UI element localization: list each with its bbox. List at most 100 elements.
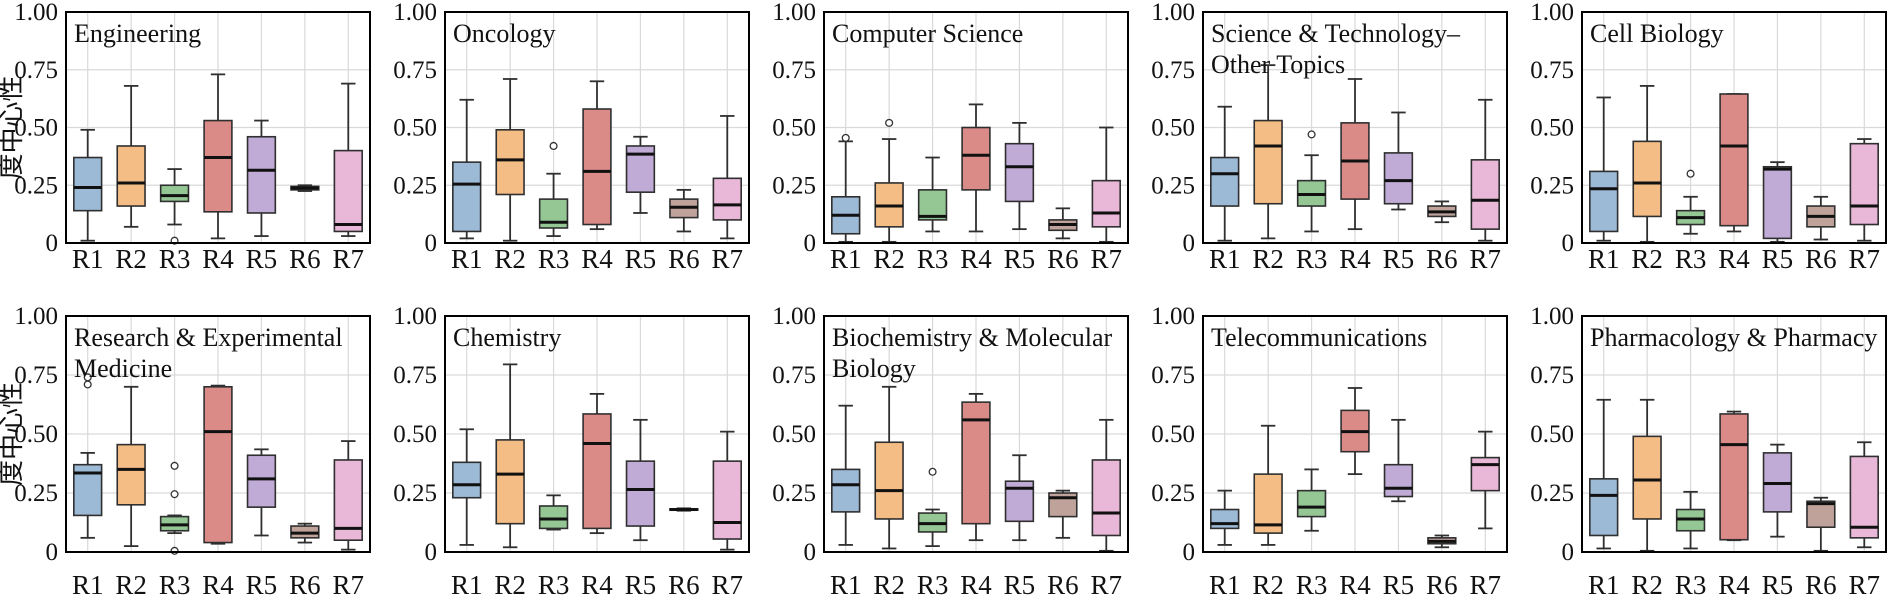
svg-text:R7: R7 [712,570,744,600]
svg-text:R6: R6 [289,244,321,274]
svg-text:R6: R6 [1047,244,1079,274]
svg-text:0.25: 0.25 [393,480,437,507]
box-r2 [1632,398,1662,552]
svg-text:R7: R7 [1470,570,1502,600]
y-axis-tick-labels: 0 0.25 0.50 0.75 1.00 [14,303,58,566]
svg-text:Engineering: Engineering [74,19,201,48]
x-axis-tick-labels: R1 R2 R3 R4 R5 R6 R7 [72,244,364,274]
x-axis-tick-labels: R1 R2 R3 R4 R5 R6 R7 [451,570,743,600]
svg-text:0: 0 [46,230,59,257]
plot-frame [1202,315,1508,553]
svg-text:R2: R2 [1631,570,1663,600]
box-r6 [1048,489,1078,539]
box-r4 [203,73,233,240]
box-r3 [159,461,190,555]
svg-text:R1: R1 [72,244,104,274]
plot-frame [65,315,371,553]
box-r4 [582,80,612,231]
box-r7 [333,82,363,237]
svg-text:R3: R3 [1675,244,1707,274]
plot-frame [1202,11,1508,244]
svg-text:R1: R1 [830,244,862,274]
svg-text:0.75: 0.75 [772,362,816,389]
box-r2 [874,385,904,550]
boxplot-canvas: 0 0.25 0.50 0.75 1.00 Science & Technology–Ot… [1151,0,1508,274]
box-r2 [116,85,146,228]
box-r1 [73,128,103,242]
box-r7 [1849,441,1879,549]
svg-text:R5: R5 [1762,244,1794,274]
svg-text:0.25: 0.25 [1151,480,1195,507]
svg-text:Biology: Biology [832,354,916,383]
plot-frame [444,315,750,553]
box-r7 [333,440,363,551]
svg-text:0.25: 0.25 [393,172,437,199]
svg-text:1.00: 1.00 [393,303,437,330]
svg-text:0.50: 0.50 [772,421,816,448]
y-axis-tick-labels: 0 0.25 0.50 0.75 1.00 [393,303,437,566]
svg-text:R5: R5 [246,570,278,600]
box-r1 [452,98,482,240]
box-r2 [874,118,904,243]
subplot-science-technology-other-topics: 0 0.25 0.50 0.75 1.00 Science & Technology– Ot… [1137,0,1516,281]
subplot-title: Engineering [74,19,201,48]
svg-text:R4: R4 [202,244,234,274]
svg-text:0.75: 0.75 [393,362,437,389]
y-axis-tick-labels: 0 0.25 0.50 0.75 1.00 [1530,303,1574,566]
outlier-point [170,490,179,499]
svg-text:R6: R6 [668,570,700,600]
box-r5 [1383,111,1414,211]
svg-text:R2: R2 [494,570,526,600]
subplot-title: Oncology [453,19,556,48]
svg-text:R1: R1 [830,570,862,600]
svg-text:R5: R5 [246,244,278,274]
svg-text:R7: R7 [1849,570,1881,600]
plot-frame [1581,11,1887,244]
y-axis-tick-labels: 0 0.25 0.50 0.75 1.00 [772,303,816,566]
svg-text:0: 0 [1183,230,1196,257]
subplot-title: Chemistry [453,323,561,352]
box-r5 [1762,161,1793,243]
box-r4 [203,384,233,545]
svg-text:R5: R5 [625,244,657,274]
svg-text:R2: R2 [1252,570,1284,600]
boxplot-canvas: 0 0.25 0.50 0.75 1.00 Pharmacology & Pharmacy… [1530,303,1887,600]
svg-text:R4: R4 [1718,244,1750,274]
box-r3 [917,467,948,548]
plot-frame [65,11,371,244]
box-r6 [1048,207,1078,240]
svg-text:Biochemistry & Molecular: Biochemistry & Molecular [832,323,1113,352]
boxplot-canvas: 0 0.25 0.50 0.75 1.00 度中心性 Engineering R1 R2 R3 R4… [0,0,371,274]
box-r1 [1210,105,1240,242]
y-axis-tick-labels: 0 0.25 0.50 0.75 1.00 [14,0,58,257]
svg-text:R3: R3 [917,570,949,600]
y-axis-label: 度中心性 [0,75,26,179]
box-r5 [246,448,277,537]
svg-text:0.25: 0.25 [772,172,816,199]
svg-text:R1: R1 [451,244,483,274]
box-r6 [1427,200,1457,224]
box-r4 [961,392,991,542]
box-r2 [1253,64,1283,240]
svg-text:R6: R6 [668,244,700,274]
x-axis-tick-labels: R1 R2 R3 R4 R5 R6 R7 [1588,570,1880,600]
svg-text:0: 0 [1562,539,1575,566]
svg-text:0.50: 0.50 [1151,115,1195,142]
svg-text:R6: R6 [289,570,321,600]
svg-text:R4: R4 [1339,570,1371,600]
y-axis-tick-labels: 0 0.25 0.50 0.75 1.00 [393,0,437,257]
svg-text:0.25: 0.25 [14,480,58,507]
svg-text:Chemistry: Chemistry [453,323,561,352]
svg-text:0: 0 [804,230,817,257]
subplot-title: Pharmacology & Pharmacy [1590,323,1877,352]
svg-text:0.50: 0.50 [1530,115,1574,142]
x-axis-tick-labels: R1 R2 R3 R4 R5 R6 R7 [451,244,743,274]
subplot-telecommunications: 0 0.25 0.50 0.75 1.00 Telecommunications R1 R2 R… [1137,300,1516,610]
svg-text:1.00: 1.00 [1530,0,1574,26]
svg-text:0.75: 0.75 [1151,362,1195,389]
svg-text:R7: R7 [1091,570,1123,600]
svg-text:0.75: 0.75 [14,362,58,389]
box-r6 [1806,496,1836,552]
